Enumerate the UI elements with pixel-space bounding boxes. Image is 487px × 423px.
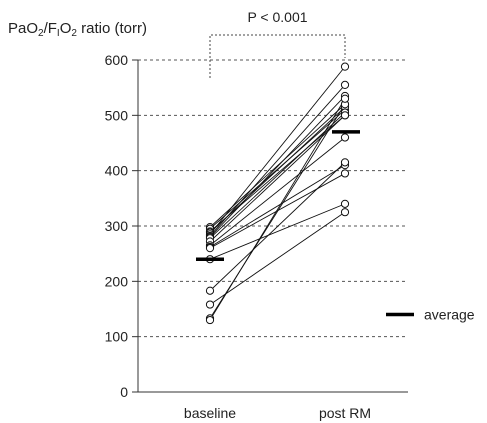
subject-line [209, 137, 346, 246]
bracket-line [209, 34, 346, 78]
data-point [205, 286, 215, 295]
subject-line [209, 211, 346, 305]
y-tick-label: 200 [105, 273, 129, 289]
average-markers [196, 130, 360, 261]
y-tick-label: 400 [105, 163, 129, 179]
subject-line [209, 98, 346, 321]
legend-label: average [424, 307, 475, 323]
gridlines [138, 59, 408, 338]
p-value-annotation: P < 0.001 [247, 9, 307, 25]
subject-line [209, 95, 346, 238]
data-point [205, 244, 215, 253]
data-point [340, 133, 350, 142]
subject-line [209, 203, 346, 260]
y-tick-label: 300 [105, 218, 129, 234]
legend: average [386, 307, 475, 323]
subject-line [209, 84, 346, 237]
data-point [340, 169, 350, 178]
data-point [340, 94, 350, 103]
data-point [340, 199, 350, 208]
subject-line [209, 106, 346, 233]
subject-line [209, 164, 346, 248]
data-point [340, 158, 350, 167]
subject-lines [209, 66, 346, 321]
subject-line [209, 162, 346, 292]
subject-points [205, 62, 350, 325]
x-tick-label: post RM [319, 405, 371, 421]
x-tick-label: baseline [184, 405, 236, 421]
data-point [340, 80, 350, 90]
y-tick-label: 100 [105, 329, 129, 345]
x-ticks: baseline post RM [184, 405, 371, 421]
y-axis-label: PaO2/FIO2 ratio (torr) [8, 20, 147, 39]
subject-line [209, 112, 346, 239]
significance-bracket: P < 0.001 [209, 9, 346, 78]
data-point [340, 208, 350, 217]
data-point [205, 300, 215, 309]
data-point [340, 62, 350, 71]
data-point [205, 315, 215, 325]
y-tick-label: 600 [105, 52, 129, 68]
subject-line [209, 66, 346, 235]
y-tick-label: 500 [105, 107, 129, 123]
subject-line [209, 115, 346, 242]
y-ticks: 0 100 200 300 400 500 600 [105, 52, 138, 400]
y-tick-label: 0 [120, 384, 128, 400]
data-point [340, 111, 350, 120]
